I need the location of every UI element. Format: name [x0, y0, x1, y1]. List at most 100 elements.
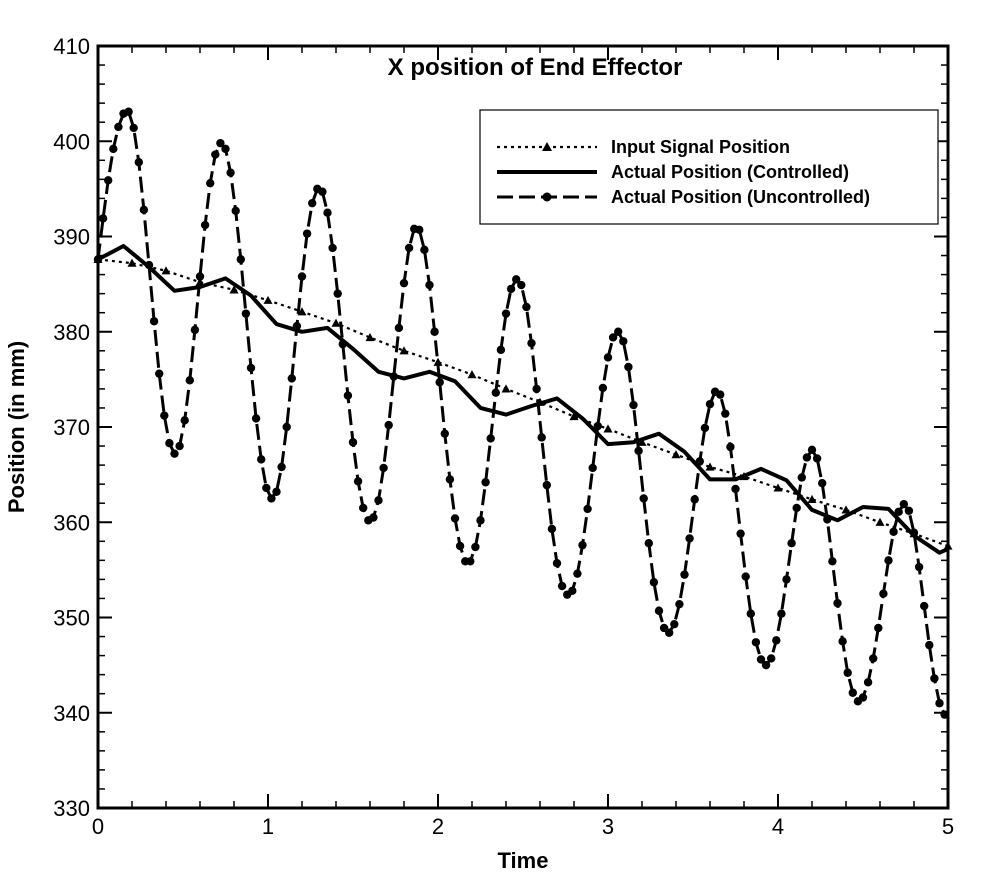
legend-symbols	[497, 142, 597, 202]
circle-marker	[874, 623, 883, 633]
circle-marker	[761, 660, 771, 670]
triangle-marker	[943, 541, 953, 550]
circle-marker	[139, 205, 149, 215]
circle-marker	[920, 601, 929, 611]
circle-marker	[496, 345, 506, 355]
circle-marker	[369, 513, 378, 522]
chart-title: X position of End Effector	[388, 54, 683, 81]
circle-marker	[236, 255, 245, 264]
circle-marker	[522, 302, 531, 312]
triangle-marker	[161, 266, 171, 275]
circle-marker	[404, 243, 414, 253]
circle-marker	[736, 529, 745, 538]
triangle-marker	[841, 505, 851, 514]
circle-marker	[93, 255, 103, 264]
series-line-2	[96, 110, 946, 716]
circle-marker	[308, 198, 317, 208]
triangle-marker	[569, 412, 579, 421]
circle-marker	[318, 187, 327, 196]
circle-marker	[848, 688, 857, 697]
triangle-marker	[365, 332, 375, 342]
circle-marker	[359, 503, 368, 513]
circle-marker	[481, 478, 490, 487]
circle-marker	[287, 374, 296, 383]
circle-marker	[527, 338, 536, 348]
circle-marker	[129, 123, 138, 133]
ticks-layer: 0 1 2 3 4 5 330 340 350 360 370 380 390 400 410	[53, 34, 954, 839]
circle-marker	[624, 362, 633, 372]
circle-marker	[221, 144, 230, 154]
circle-marker	[506, 284, 516, 294]
x-tick-label: 5	[942, 814, 954, 839]
circle-marker	[654, 606, 664, 616]
circle-marker	[675, 599, 684, 609]
circle-marker	[206, 178, 215, 188]
circle-marker	[98, 214, 108, 223]
circle-marker	[195, 272, 205, 281]
triangle-marker	[331, 318, 341, 327]
triangle-marker	[705, 462, 715, 471]
circle-marker	[741, 572, 750, 581]
circle-marker	[858, 693, 868, 702]
circle-marker	[828, 557, 837, 566]
y-tick-label: 350	[53, 606, 90, 631]
circle-marker	[542, 480, 551, 490]
x-tick-label: 1	[262, 814, 274, 839]
circle-marker	[297, 272, 307, 281]
circle-marker	[665, 628, 674, 637]
circle-marker	[537, 433, 546, 442]
legend-entry-uncontrolled: Actual Position (Uncontrolled)	[611, 187, 870, 207]
circle-marker	[124, 107, 133, 116]
y-tick-label: 340	[53, 701, 90, 726]
circle-marker	[144, 260, 154, 270]
circle-marker	[818, 478, 827, 488]
circle-marker	[353, 477, 363, 486]
circle-marker	[262, 483, 271, 493]
circle-marker	[614, 327, 623, 336]
circle-marker	[909, 528, 919, 537]
circle-marker	[767, 654, 776, 663]
circle-marker	[547, 524, 557, 534]
legend-entry-input: Input Signal Position	[611, 137, 790, 157]
circle-marker	[277, 462, 286, 472]
circle-marker	[772, 636, 781, 645]
circle-marker	[726, 442, 735, 452]
circle-marker	[894, 507, 903, 516]
circle-marker	[583, 504, 592, 514]
circle-marker	[639, 494, 648, 503]
circle-marker	[246, 363, 256, 373]
circle-marker	[690, 495, 699, 504]
circle-marker	[863, 678, 873, 687]
circle-marker	[338, 339, 347, 349]
circle-marker	[833, 599, 842, 608]
circle-marker	[812, 454, 822, 463]
circle-marker	[257, 455, 266, 464]
circle-marker	[292, 321, 302, 331]
circle-marker	[619, 337, 628, 346]
x-tick-label: 2	[432, 814, 444, 839]
circle-marker	[134, 158, 143, 167]
circle-marker	[670, 619, 679, 629]
circle-marker	[899, 499, 908, 509]
circle-marker	[455, 541, 465, 551]
circle-marker	[415, 225, 424, 235]
circle-marker	[185, 376, 194, 385]
legend-triangle-marker	[542, 142, 552, 151]
circle-marker	[940, 710, 949, 719]
circle-marker	[802, 453, 812, 462]
circle-marker	[420, 245, 429, 255]
y-tick-label: 370	[53, 415, 90, 440]
triangle-marker	[637, 437, 647, 446]
circle-marker	[180, 416, 189, 425]
legend-circle-marker	[542, 192, 552, 202]
circle-marker	[394, 323, 404, 333]
triangle-marker	[467, 370, 477, 379]
y-tick-label: 360	[53, 510, 90, 535]
circle-marker	[578, 540, 587, 550]
circle-marker	[914, 562, 924, 572]
circle-marker	[476, 516, 485, 525]
circle-marker	[731, 484, 740, 494]
circle-marker	[466, 557, 475, 566]
triangle-marker	[433, 357, 443, 366]
